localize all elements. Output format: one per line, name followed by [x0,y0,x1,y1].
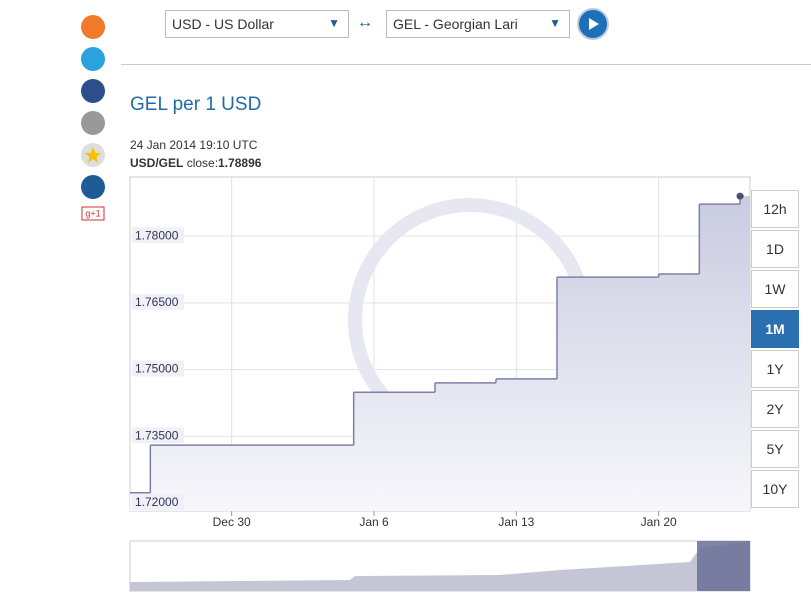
dropdown-arrow: ▼ [549,16,561,30]
navigator-area [130,541,750,591]
close-info: USD/GEL close:1.78896 [130,156,261,170]
swap[interactable]: ↔ [357,14,373,31]
x-tick-label: Jan 13 [498,515,534,529]
facebook-icon[interactable] [81,79,105,103]
range-button[interactable]: 2Y [751,390,799,428]
to-currency: GEL - Georgian Lari [393,16,518,32]
heading: GEL per 1 USD [130,94,262,115]
range-button[interactable]: 1M [751,310,799,348]
rss-icon[interactable] [81,15,105,39]
y-tick-label-bg [132,360,184,377]
range-button[interactable]: 10Y [751,470,799,508]
email-icon[interactable] [81,111,105,135]
range-button[interactable]: 1D [751,230,799,268]
range-button[interactable]: 5Y [751,430,799,468]
divider [121,64,811,65]
range-button[interactable]: 1W [751,270,799,308]
y-tick-label-bg [132,293,184,310]
social-icons: g+1 [81,15,105,221]
y-tick-label: 1.76500 [135,295,179,309]
navigator [129,540,751,592]
star [85,147,101,163]
link-icon[interactable] [81,175,105,199]
range-button[interactable]: 12h [751,190,799,228]
last-point [736,192,744,200]
x-tick-label: Jan 20 [641,515,677,529]
google-plus-label: g+1 [85,208,100,218]
plot-area [129,176,751,512]
y-tick-label: 1.73500 [135,428,179,442]
navigator-window[interactable] [697,541,750,591]
close-label: close: [186,156,219,170]
watermark [348,198,592,442]
area-fill [130,196,750,511]
y-tick-label-bg [132,227,184,244]
y-tick-label: 1.78000 [135,228,179,242]
range-button[interactable]: 1Y [751,350,799,388]
timestamp: 24 Jan 2014 19:10 UTC [130,138,258,152]
dropdown-arrow: ▼ [328,16,340,30]
to-select[interactable]: GEL - Georgian Lari ▼ [386,10,570,38]
from-currency: USD - US Dollar [172,16,274,32]
x-tick-label: Jan 6 [359,515,389,529]
google-plus[interactable] [81,206,105,221]
y-tick-label-bg [132,427,184,444]
pair-label: USD/GEL [130,156,184,170]
twitter-icon[interactable] [81,47,105,71]
go-button[interactable] [576,7,610,41]
y-tick-label: 1.75000 [135,362,179,376]
y-tick-label: 1.72000 [135,495,179,509]
close-value: 1.78896 [218,156,262,170]
x-tick-label: Dec 30 [213,515,251,529]
y-tick-label-bg [132,493,184,510]
from-select[interactable]: USD - US Dollar ▼ [165,10,349,38]
